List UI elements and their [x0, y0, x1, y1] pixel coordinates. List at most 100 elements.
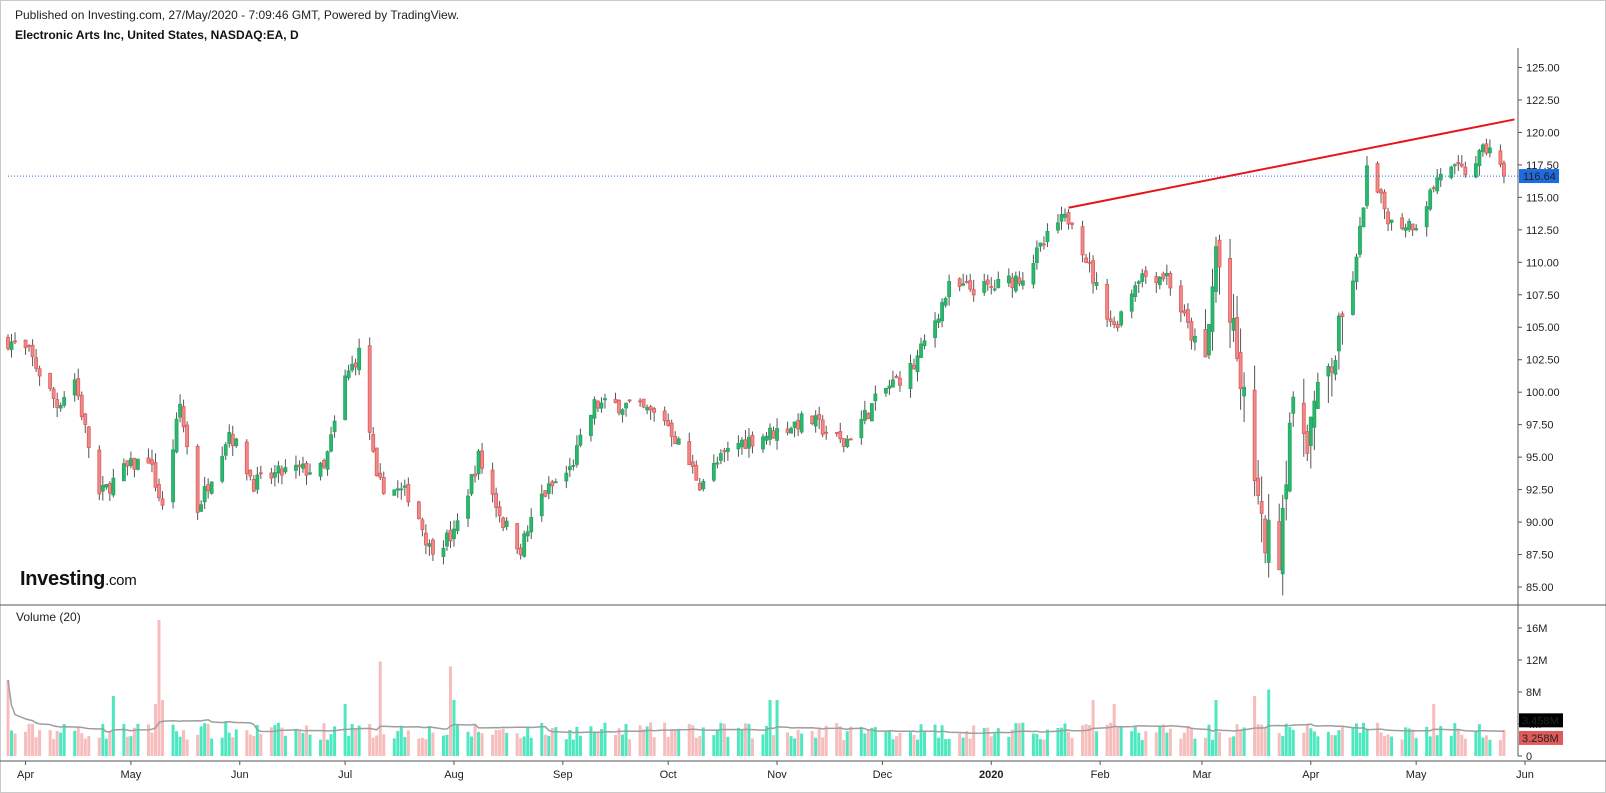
candle-body [1168, 273, 1173, 289]
candle-body [1010, 277, 1015, 288]
volume-bar [663, 722, 667, 756]
candle-body [613, 398, 618, 404]
volume-tick-label: 12M [1526, 655, 1547, 667]
volume-bar [87, 736, 91, 756]
volume-bar [424, 739, 428, 756]
candle-body [423, 532, 428, 546]
volume-bar [870, 727, 874, 756]
volume-bar [1253, 696, 1257, 756]
price-tick-label: 107.50 [1526, 290, 1560, 302]
volume-bar [1337, 730, 1341, 756]
candle-body [599, 402, 604, 409]
volume-bar [1263, 727, 1267, 756]
volume-bar [1383, 736, 1387, 756]
volume-bar [125, 736, 129, 756]
candle-body [1182, 310, 1187, 314]
candle-body [824, 431, 829, 434]
candle-body [469, 474, 474, 495]
candle-body [841, 438, 846, 447]
candle-body [378, 472, 383, 478]
candle-body [862, 409, 867, 421]
logo-main: Investing [20, 568, 106, 590]
candle-body [452, 528, 456, 540]
volume-bar [1154, 732, 1158, 756]
candle-body [1013, 275, 1018, 292]
volume-bar [894, 736, 898, 756]
candle-body [76, 378, 81, 397]
candle-body [694, 464, 699, 481]
volume-bar [1140, 739, 1144, 756]
volume-bar [677, 728, 681, 756]
volume-bar [417, 738, 421, 756]
price-candles [6, 138, 1506, 596]
volume-bar [1456, 728, 1460, 756]
candle-body [276, 465, 281, 474]
candle-body [199, 504, 204, 512]
candle-body [301, 463, 305, 469]
volume-bar [505, 732, 509, 756]
candle-body [455, 520, 460, 531]
volume-bar [1137, 732, 1141, 756]
volume-bar [1133, 726, 1137, 756]
volume-bar [1428, 736, 1432, 756]
time-tick-label: Dec [873, 769, 893, 781]
volume-bar [638, 725, 642, 756]
volume-bar [1182, 732, 1186, 756]
candle-body [666, 419, 671, 426]
volume-bar [743, 723, 747, 756]
volume-bar [540, 722, 544, 756]
volume-bar [1330, 735, 1334, 756]
volume-tick-label: 0 [1526, 751, 1532, 763]
volume-bar [1333, 735, 1337, 756]
volume-bar [810, 731, 814, 756]
candle-body [1178, 285, 1183, 313]
candle-body [1207, 324, 1211, 356]
candle-body [157, 484, 161, 499]
volume-bar [406, 730, 410, 756]
volume-bar [1379, 732, 1383, 756]
candle-body [1006, 275, 1011, 284]
candle-body [543, 490, 548, 497]
price-tick-label: 115.00 [1526, 192, 1559, 204]
logo-suffix: .com [105, 572, 137, 589]
volume-bar [1309, 728, 1313, 756]
candle-body [34, 357, 38, 369]
volume-bar [515, 733, 519, 756]
volume-bar [1059, 727, 1063, 756]
candle-body [79, 394, 84, 418]
volume-bar [1084, 724, 1088, 756]
candle-body [129, 458, 133, 466]
volume-bar [687, 723, 691, 756]
volume-bar [908, 732, 912, 756]
candle-body [1484, 143, 1489, 154]
volume-bar [259, 733, 263, 756]
volume-bar [761, 734, 765, 756]
volume-bar [649, 722, 653, 756]
candle-body [834, 432, 839, 434]
candle-body [234, 438, 239, 447]
candle-body [490, 469, 495, 495]
volume-bar [136, 723, 140, 756]
volume-bar [333, 726, 337, 756]
volume-bar [1070, 738, 1074, 756]
candle-body [1112, 321, 1117, 325]
volume-bar [1193, 738, 1197, 756]
candle-body [1256, 477, 1261, 496]
candle-body [553, 481, 558, 484]
volume-bar [420, 737, 424, 756]
candle-body [1161, 273, 1166, 280]
volume-bar [273, 725, 277, 756]
candle-body [1045, 231, 1050, 243]
candle-body [181, 406, 186, 428]
candle-body [1284, 484, 1289, 500]
candle-body [1136, 281, 1141, 284]
volume-bar [1390, 736, 1394, 756]
volume-bar [1361, 722, 1365, 756]
candle-body [1277, 521, 1282, 571]
price-tick-label: 97.50 [1526, 420, 1554, 432]
volume-bar [1144, 731, 1148, 756]
candle-body [445, 532, 449, 547]
volume-bar [898, 732, 902, 756]
candle-body [592, 399, 597, 419]
